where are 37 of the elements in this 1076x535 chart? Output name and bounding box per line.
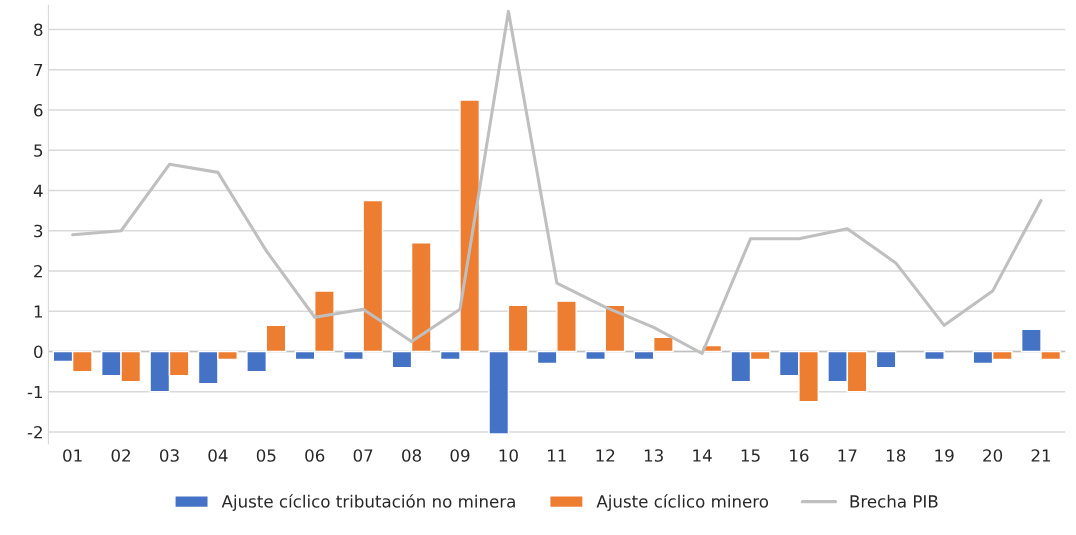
x-tick-label: 06 <box>305 449 325 462</box>
bar <box>924 350 945 361</box>
x-tick-label: 15 <box>741 449 760 462</box>
bar <box>875 350 897 369</box>
y-tick-label: 0 <box>34 345 43 359</box>
x-tick-label: 20 <box>983 449 1003 462</box>
x-tick-label: 05 <box>256 449 276 462</box>
y-tick-label: 6 <box>34 103 43 117</box>
x-tick-label: 19 <box>935 449 954 462</box>
legend-label: Ajuste cíclico tributación no minera <box>221 494 515 511</box>
x-tick-label: 09 <box>450 449 470 462</box>
x-tick-label: 13 <box>644 449 663 462</box>
y-tick-label: 8 <box>34 23 43 37</box>
x-tick-label: 11 <box>548 449 566 462</box>
x-tick-label: 17 <box>838 449 857 462</box>
legend-label: Ajuste cíclico minero <box>596 494 769 511</box>
x-tick-label: 12 <box>596 449 615 462</box>
y-tick-label: 4 <box>33 184 43 197</box>
x-tick-label: 08 <box>402 449 422 462</box>
x-tick-label: 03 <box>159 449 179 462</box>
y-tick-label: 7 <box>34 63 43 77</box>
y-tick-label: 1 <box>34 305 43 318</box>
y-tick-label: 2 <box>34 264 42 278</box>
x-tick-label: 14 <box>693 449 712 462</box>
x-tick-label: 21 <box>1031 449 1051 462</box>
y-tick-label: -2 <box>27 425 42 439</box>
x-tick-label: 16 <box>790 449 809 462</box>
y-tick-label: 3 <box>34 224 43 238</box>
x-tick-label: 01 <box>63 449 82 462</box>
x-tick-label: 18 <box>887 449 906 462</box>
y-tick-label: -1 <box>27 385 43 399</box>
y-tick-label: 5 <box>34 144 43 157</box>
x-tick-label: 04 <box>208 449 228 462</box>
legend-label: Brecha PIB <box>850 494 938 508</box>
x-tick-label: 02 <box>111 449 130 462</box>
x-tick-label: 07 <box>353 449 373 462</box>
x-tick-label: 10 <box>499 449 518 462</box>
